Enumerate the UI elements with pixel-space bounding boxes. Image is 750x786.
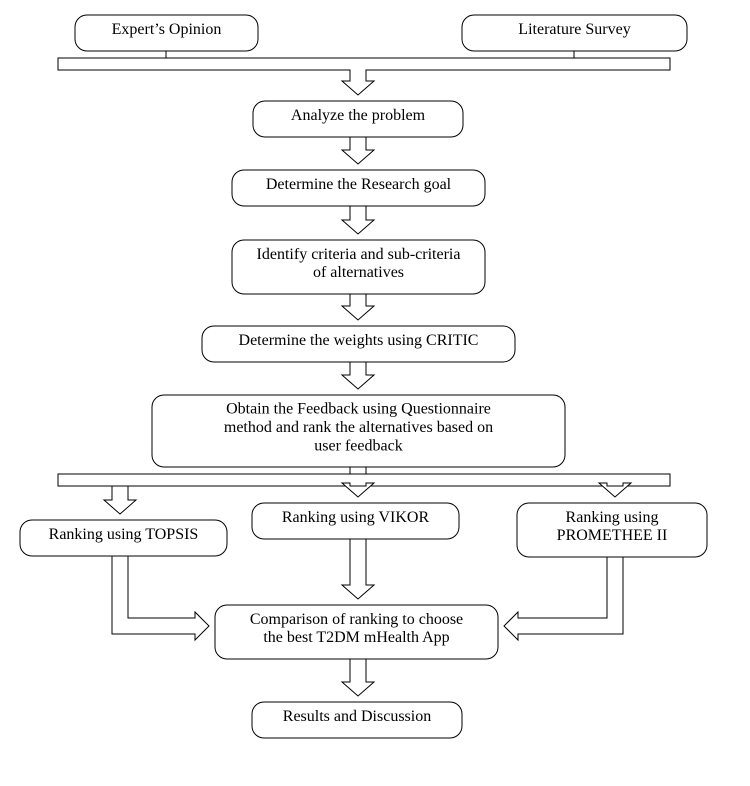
- node-analyze: Analyze the problem: [253, 101, 463, 137]
- node-label-criteria-line0: Identify criteria and sub-criteria: [257, 246, 461, 263]
- node-expert: Expert’s Opinion: [75, 15, 258, 51]
- node-feedback: Obtain the Feedback using Questionnairem…: [152, 395, 565, 467]
- node-label-lit-line0: Literature Survey: [518, 21, 630, 38]
- node-promethee: Ranking usingPROMETHEE II: [517, 503, 707, 557]
- node-label-promethee-line0: Ranking using: [566, 509, 659, 526]
- node-label-compare-line0: Comparison of ranking to choose: [250, 611, 463, 628]
- node-label-feedback-line1: method and rank the alternatives based o…: [224, 419, 493, 436]
- node-vikor: Ranking using VIKOR: [252, 503, 459, 539]
- node-lit: Literature Survey: [462, 15, 687, 51]
- node-goal: Determine the Research goal: [232, 170, 485, 206]
- split-bar: [58, 474, 670, 486]
- node-label-promethee-line1: PROMETHEE II: [557, 527, 668, 544]
- node-weights: Determine the weights using CRITIC: [202, 326, 515, 362]
- node-label-topsis-line0: Ranking using TOPSIS: [49, 526, 199, 543]
- node-label-feedback-line2: user feedback: [314, 437, 402, 454]
- node-label-criteria-line1: of alternatives: [313, 264, 404, 281]
- node-label-vikor-line0: Ranking using VIKOR: [282, 509, 430, 526]
- node-label-results-line0: Results and Discussion: [283, 708, 431, 725]
- node-label-goal-line0: Determine the Research goal: [266, 176, 452, 193]
- node-label-weights-line0: Determine the weights using CRITIC: [239, 332, 479, 349]
- split-inlet: [350, 467, 366, 474]
- node-label-compare-line1: the best T2DM mHealth App: [263, 629, 449, 646]
- node-compare: Comparison of ranking to choosethe best …: [215, 605, 498, 659]
- node-label-expert-line0: Expert’s Opinion: [112, 21, 222, 38]
- node-label-analyze-line0: Analyze the problem: [291, 107, 426, 124]
- node-label-feedback-line0: Obtain the Feedback using Questionnaire: [226, 401, 491, 418]
- node-topsis: Ranking using TOPSIS: [20, 520, 227, 556]
- node-criteria: Identify criteria and sub-criteriaof alt…: [232, 240, 485, 294]
- node-results: Results and Discussion: [252, 702, 462, 738]
